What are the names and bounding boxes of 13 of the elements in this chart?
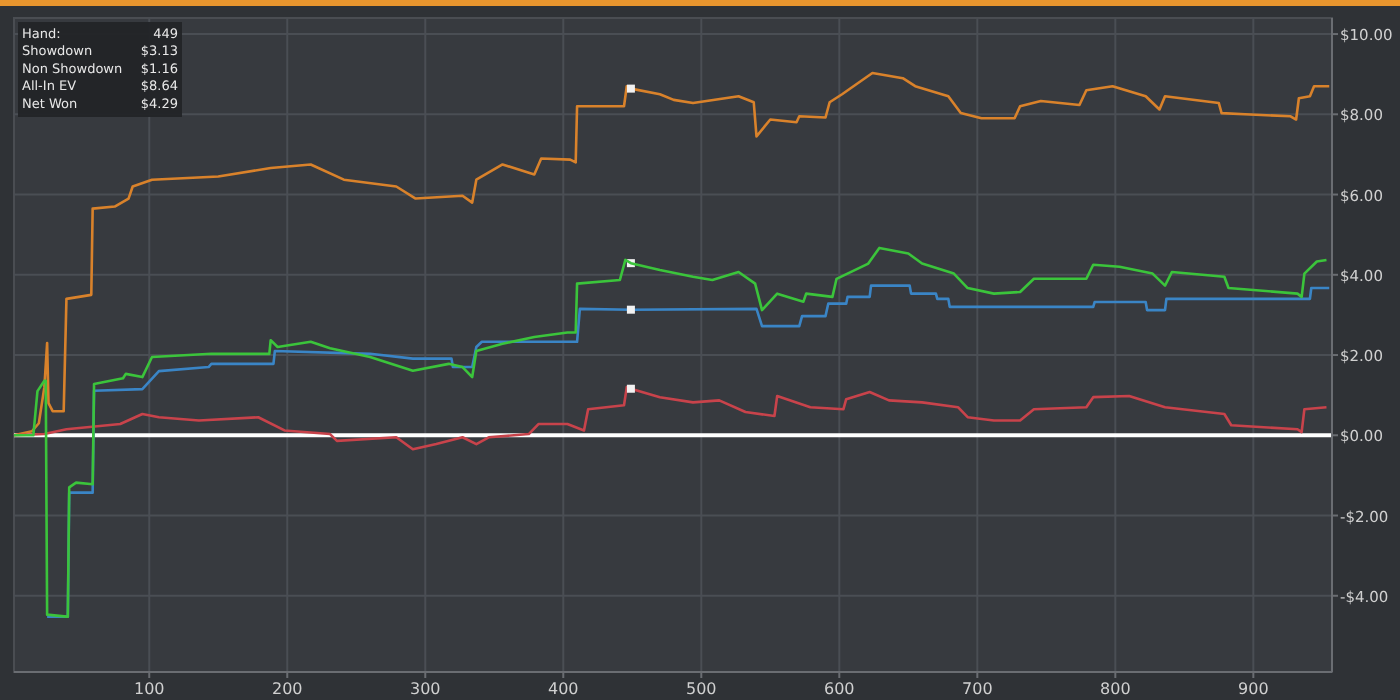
x-tick-label: 200	[271, 680, 303, 698]
x-tick-label: 600	[824, 680, 855, 698]
point	[626, 305, 635, 314]
x-tick-label: 700	[962, 680, 993, 698]
point	[626, 384, 635, 393]
x-tick-label: 400	[548, 680, 579, 698]
x-tick-label: 100	[133, 680, 165, 698]
x-tick-label: 900	[1238, 680, 1269, 698]
point	[626, 84, 635, 93]
x-tick-label: 800	[1100, 680, 1131, 698]
line-series	[12, 71, 1331, 437]
x-tick-label: 300	[409, 680, 441, 698]
x-tick-label: 500	[686, 680, 717, 698]
